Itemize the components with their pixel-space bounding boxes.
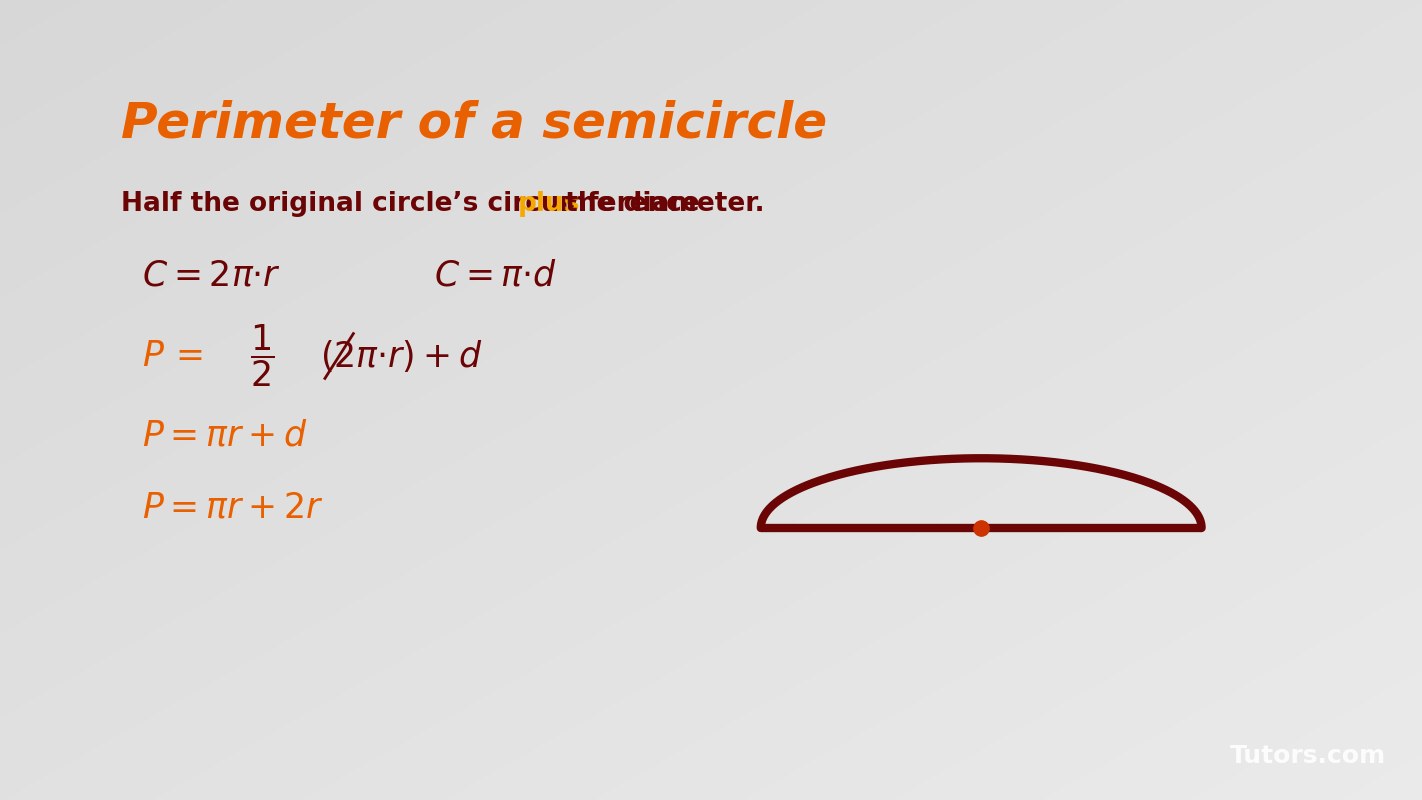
- Text: Tutors.com: Tutors.com: [1230, 744, 1386, 768]
- Text: the diameter.: the diameter.: [556, 191, 765, 217]
- Text: Perimeter of a semicircle: Perimeter of a semicircle: [121, 100, 828, 148]
- Text: $P = \pi r + 2r$: $P = \pi r + 2r$: [142, 491, 324, 525]
- Text: $C = \pi{\cdot}d$: $C = \pi{\cdot}d$: [434, 259, 557, 293]
- Text: $(2\pi{\cdot}r) + d$: $(2\pi{\cdot}r) + d$: [320, 338, 482, 374]
- Text: Half the original circle’s circumference: Half the original circle’s circumference: [121, 191, 708, 217]
- Text: $P = \pi r + d$: $P = \pi r + d$: [142, 419, 309, 453]
- Text: $\dfrac{1}{2}$: $\dfrac{1}{2}$: [250, 322, 274, 390]
- Text: $C = 2\pi{\cdot}r$: $C = 2\pi{\cdot}r$: [142, 259, 282, 293]
- Text: $P\,=$: $P\,=$: [142, 339, 203, 373]
- Text: plus: plus: [518, 191, 580, 217]
